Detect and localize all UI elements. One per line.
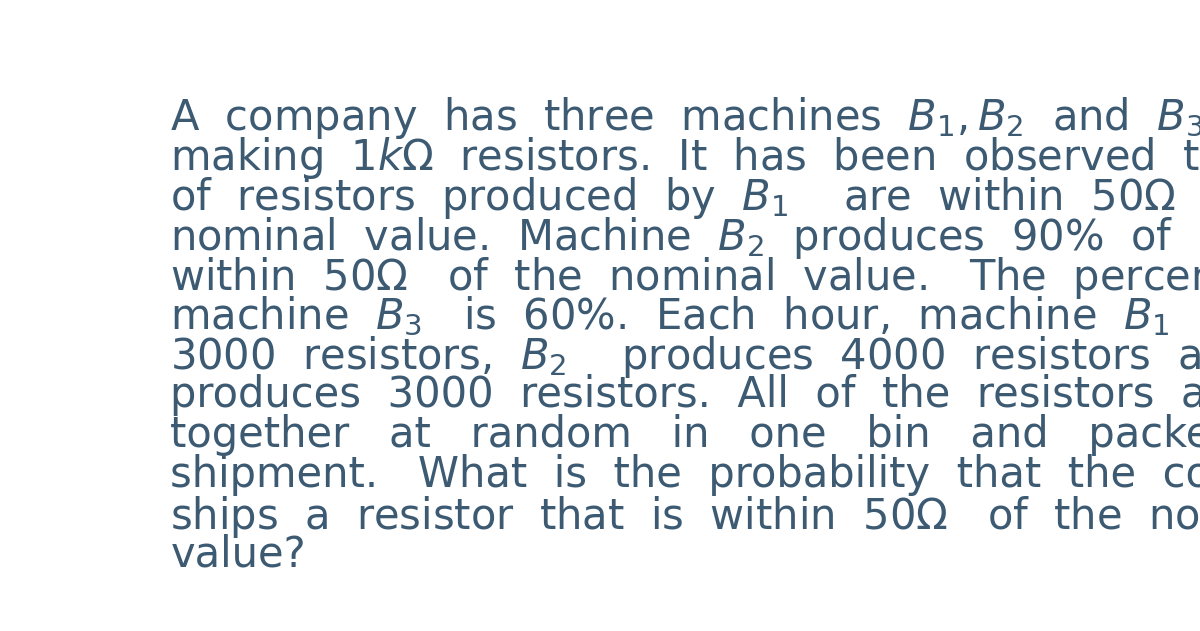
Text: value?: value? (170, 533, 306, 575)
Text: produces  3000  resistors.  All  of  the  resistors  are  mixed: produces 3000 resistors. All of the resi… (170, 374, 1200, 416)
Text: machine  $B_3$   is  60%.  Each  hour,  machine  $B_1$   produces: machine $B_3$ is 60%. Each hour, machine… (170, 294, 1200, 340)
Text: shipment.   What  is  the  probability  that  the  company: shipment. What is the probability that t… (170, 454, 1200, 496)
Text: making  $1k\Omega$  resistors.  It  has  been  observed  that  80%: making $1k\Omega$ resistors. It has been… (170, 135, 1200, 181)
Text: ships  a  resistor  that  is  within  $50\Omega$   of  the  nominal: ships a resistor that is within $50\Omeg… (170, 493, 1200, 540)
Text: 3000  resistors,  $B_2$    produces  4000  resistors  and  $B_3$: 3000 resistors, $B_2$ produces 4000 resi… (170, 334, 1200, 380)
Text: together   at   random   in   one   bin   and   packed   for: together at random in one bin and packed… (170, 414, 1200, 456)
Text: A  company  has  three  machines  $B_1,B_2$  and  $B_3$  for: A company has three machines $B_1,B_2$ a… (170, 95, 1200, 141)
Text: nominal  value.  Machine  $B_2$  produces  90%  of  resistors: nominal value. Machine $B_2$ produces 90… (170, 215, 1200, 261)
Text: of  resistors  produced  by  $B_1$    are  within  $50\Omega$   of  the: of resistors produced by $B_1$ are withi… (170, 175, 1200, 221)
Text: within  $50\Omega$   of  the  nominal  value.   The  percentage  of: within $50\Omega$ of the nominal value. … (170, 254, 1200, 300)
